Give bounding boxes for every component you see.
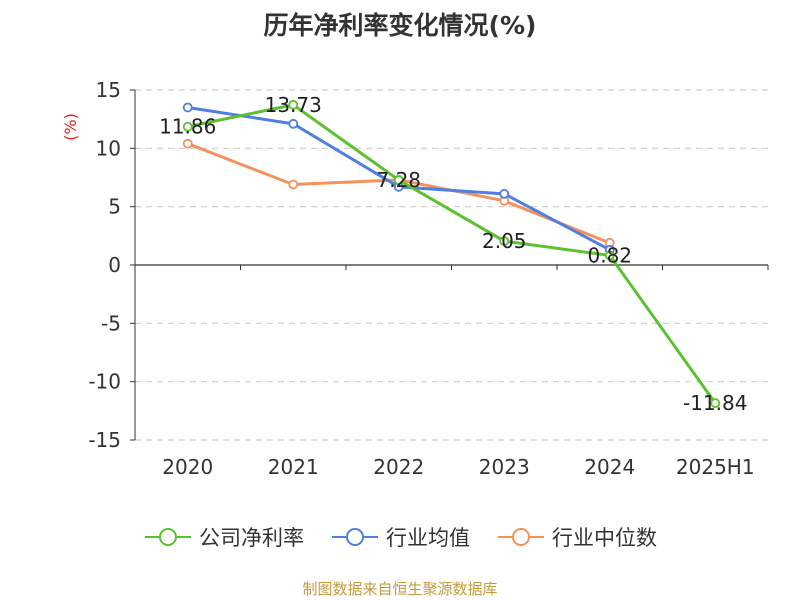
series-line <box>187 103 717 405</box>
y-tick-label: 10 <box>96 136 121 160</box>
data-label: 7.28 <box>376 168 421 192</box>
series-lines <box>182 99 721 409</box>
data-label: 11.86 <box>159 115 216 139</box>
data-labels: 11.86 13.73 7.28 2.05 0.82 -11.84 <box>159 93 747 415</box>
legend-item-industry-median[interactable]: 行业中位数 <box>496 522 657 552</box>
data-point <box>393 175 404 185</box>
x-tick-label: 2022 <box>373 455 424 479</box>
legend-marker-icon <box>145 528 191 546</box>
data-point <box>182 121 193 132</box>
y-tick-label: 5 <box>108 195 121 219</box>
data-point <box>499 188 510 199</box>
legend-marker-icon <box>332 528 378 546</box>
y-tick-label: 15 <box>96 78 121 102</box>
y-tick-label: -5 <box>101 311 121 335</box>
legend-label: 行业中位数 <box>552 526 657 550</box>
legend-item-company[interactable]: 公司净利率 <box>143 522 304 552</box>
legend-item-industry-mean[interactable]: 行业均值 <box>330 522 470 552</box>
data-point <box>604 250 615 261</box>
x-tick-label: 2023 <box>479 455 530 479</box>
data-label: 0.82 <box>587 243 632 267</box>
data-point <box>182 102 193 113</box>
data-point <box>288 99 299 110</box>
data-point <box>288 118 299 129</box>
y-tick-label: -10 <box>88 370 121 394</box>
y-axis-label: (%) <box>61 113 80 141</box>
axes: 15 10 5 0 -5 -10 -15 2020 2021 2022 2023 2024 2025H1 <box>88 78 769 479</box>
y-tick-label: -15 <box>88 428 121 452</box>
data-label: 2.05 <box>482 229 527 253</box>
data-point <box>288 179 299 190</box>
y-tick-label: 0 <box>108 253 121 277</box>
data-point <box>710 398 721 409</box>
legend-label: 公司净利率 <box>199 526 304 550</box>
x-tick-label: 2025H1 <box>676 455 755 479</box>
data-label: -11.84 <box>683 391 747 415</box>
series-line <box>187 142 611 245</box>
chart-title: 历年净利率变化情况(%) <box>263 11 537 40</box>
x-tick-label: 2020 <box>162 455 213 479</box>
x-tick-label: 2024 <box>584 455 635 479</box>
legend-label: 行业均值 <box>386 526 470 550</box>
data-point <box>499 236 510 246</box>
data-point <box>182 138 193 149</box>
legend: 公司净利率 行业均值 行业中位数 <box>0 522 800 552</box>
source-note: 制图数据来自恒生聚源数据库 <box>302 580 498 598</box>
x-tick-label: 2021 <box>268 455 319 479</box>
data-label: 13.73 <box>265 93 322 117</box>
legend-marker-icon <box>498 528 544 546</box>
